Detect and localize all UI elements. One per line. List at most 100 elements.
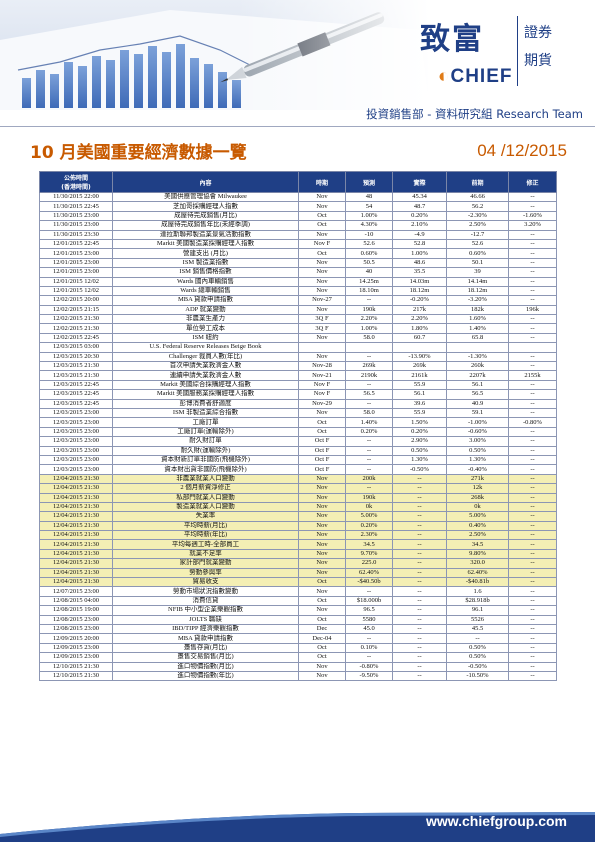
- table-row: 12/03/2015 21:30 連續申請失業救濟金人數 Nov-21 2190k 21…: [39, 370, 557, 381]
- table-row: 12/04/2015 21:30 平均時薪(月比) Nov 0.20% -- 0.40% -…: [39, 520, 557, 532]
- table-row: 12/01/2015 23:00 ISM 銷售價格指數 Nov 40 35.5 39 --: [39, 267, 557, 278]
- cell-time: 12/04/2015 21:30: [39, 483, 113, 494]
- cell-actual: --: [392, 595, 447, 607]
- cell-actual: --: [392, 661, 447, 672]
- table-row: 12/01/2015 12/02 Wards 總車輛銷售 Nov 18.10m 18.1…: [39, 285, 557, 297]
- cell-time: 12/02/2015 22:45: [39, 332, 113, 344]
- cell-actual: --: [392, 473, 447, 485]
- cell-period: Oct F: [298, 445, 346, 456]
- cell-item: U.S. Federal Reserve Releases Beige Book: [112, 342, 299, 353]
- cell-period: Oct: [298, 652, 346, 663]
- table-row: 12/08/2015 04:00 消費信貸 Oct $18.000b -- $28.918…: [39, 595, 557, 607]
- cell-actual: --: [392, 511, 447, 522]
- logo-english-text: CHIEF: [450, 66, 513, 87]
- table-row: 12/03/2015 23:00 資本財新訂單非國防(飛機除外) Oct F -- 1.…: [39, 454, 557, 466]
- cell-actual: 1.30%: [392, 454, 447, 466]
- cell-previous: 268k: [446, 492, 509, 503]
- cell-period: 3Q F: [298, 323, 346, 334]
- cell-time: 11/30/2015 23:00: [39, 210, 113, 222]
- page-title: 10 月美國重要經濟數據一覽: [30, 143, 247, 163]
- cell-actual: --: [392, 633, 447, 644]
- economic-data-table: 公佈時間 (香港時間) 內容 時期 預測 實際 前期 修正 11/30/2015…: [39, 171, 557, 682]
- cell-period: Oct F: [298, 436, 346, 447]
- cell-forecast: --: [345, 464, 393, 475]
- cell-time: 12/03/2015 22:45: [39, 398, 113, 410]
- cell-actual: 1.80%: [392, 323, 447, 334]
- report-date: 04 /12/2015: [477, 141, 567, 160]
- cell-previous: 1.6: [446, 586, 509, 597]
- footer-website-link[interactable]: www.chiefgroup.com: [425, 813, 567, 829]
- cell-revised: --: [508, 445, 557, 456]
- cell-time: 12/01/2015 23:00: [39, 267, 113, 278]
- cell-previous: 260k: [446, 361, 509, 372]
- table-row: 12/04/2015 21:30 平均時薪(年比) Nov 2.30% -- 2.50% -…: [39, 530, 557, 541]
- cell-revised: --: [508, 229, 557, 240]
- cell-revised: --: [508, 361, 557, 372]
- column-header-time: 公佈時間 (香港時間): [39, 171, 113, 193]
- cell-revised: --: [508, 623, 557, 635]
- table-row: 12/02/2015 22:45 ISM 紐約 Nov 58.0 60.7 65.8 --: [39, 332, 557, 344]
- cell-forecast: 269k: [345, 361, 393, 372]
- cell-actual: 0.20%: [392, 210, 447, 222]
- cell-revised: --: [508, 567, 557, 579]
- cell-previous: 3.00%: [446, 436, 509, 447]
- department-line: 投資銷售部 - 資料研究組 Research Team: [366, 107, 583, 121]
- cell-forecast: 4.30%: [345, 220, 393, 231]
- cell-time: 12/01/2015 12/02: [39, 276, 113, 287]
- cell-revised: --: [508, 473, 557, 485]
- cell-actual: [392, 342, 447, 353]
- logo-c-mark-icon: ◐: [438, 66, 451, 87]
- cell-forecast: 56.5: [345, 389, 393, 400]
- cell-previous: 52.6: [446, 238, 509, 250]
- cell-actual: --: [392, 558, 447, 569]
- table-row: 12/04/2015 21:30 製造業就業人口變動 Nov 0k -- 0k --: [39, 501, 557, 513]
- cell-previous: 0.60%: [446, 248, 509, 259]
- cell-previous: 0.50%: [446, 642, 509, 654]
- cell-time: 12/03/2015 23:00: [39, 445, 113, 456]
- table-row: 12/09/2015 20:00 MBA 貸款申請指數 Dec-04 -- -- -- --: [39, 633, 557, 644]
- cell-time: 12/04/2015 21:30: [39, 511, 113, 522]
- table-row: 12/04/2015 21:30 私部門就業人口變動 Nov 190k -- 268k --: [39, 492, 557, 503]
- cell-revised: 2155k: [508, 370, 557, 381]
- cell-revised: --: [508, 539, 557, 550]
- cell-period: Dec: [298, 623, 346, 635]
- cell-previous: $28.918b: [446, 595, 509, 607]
- cell-item: 工廠訂單: [112, 417, 299, 428]
- cell-previous: -1.00%: [446, 417, 509, 428]
- table-row: 12/01/2015 23:00 ISM 製造業指數 Nov 50.5 48.6 50.1…: [39, 257, 557, 269]
- cell-item: 2 個月薪資淨修正: [112, 483, 299, 494]
- cell-actual: --: [392, 520, 447, 532]
- cell-item: 耐久財(運輸除外): [112, 445, 299, 456]
- cell-forecast: 40: [345, 267, 393, 278]
- table-row: 12/03/2015 22:45 彭博消費者舒適度 Nov-29 -- 39.6 40.9…: [39, 398, 557, 410]
- cell-period: Nov: [298, 501, 346, 513]
- cell-item: 資本財出貨非國防(飛機除外): [112, 464, 299, 475]
- cell-forecast: --: [345, 454, 393, 466]
- table-row: 12/04/2015 21:30 平均每週工時-全部員工 Nov 34.5 -- 34.5…: [39, 539, 557, 550]
- cell-item: 勞動參與率: [112, 567, 299, 579]
- cell-actual: --: [392, 539, 447, 550]
- cell-previous: 9.80%: [446, 548, 509, 560]
- cell-previous: 182k: [446, 304, 509, 316]
- cell-period: Nov: [298, 276, 346, 287]
- cell-previous: 40.9: [446, 398, 509, 410]
- cell-revised: --: [508, 595, 557, 607]
- cell-previous: 45.5: [446, 623, 509, 635]
- cell-previous: 34.5: [446, 539, 509, 550]
- cell-time: 12/03/2015 23:00: [39, 436, 113, 447]
- cell-time: 12/08/2015 23:00: [39, 623, 113, 635]
- cell-item: 首次申請失業救濟金人數: [112, 361, 299, 372]
- table-row: 12/03/2015 23:00 耐久財(運輸除外) Oct F -- 0.50% 0.5…: [39, 445, 557, 456]
- cell-revised: --: [508, 501, 557, 513]
- cell-item: 平均時薪(年比): [112, 530, 299, 541]
- cell-item: 消費信貸: [112, 595, 299, 607]
- table-row: 12/03/2015 21:30 首次申請失業救濟金人數 Nov-28 269k 269…: [39, 361, 557, 372]
- cell-time: 12/03/2015 03:00: [39, 342, 113, 353]
- cell-actual: -13.90%: [392, 351, 447, 363]
- table-row: 12/03/2015 23:00 工廠訂單(運輸除外) Oct 0.20% 0.20% -…: [39, 426, 557, 438]
- cell-time: 12/09/2015 23:00: [39, 652, 113, 663]
- cell-previous: 39: [446, 267, 509, 278]
- cell-period: Oct: [298, 210, 346, 222]
- cell-previous: [446, 342, 509, 353]
- cell-revised: --: [508, 530, 557, 541]
